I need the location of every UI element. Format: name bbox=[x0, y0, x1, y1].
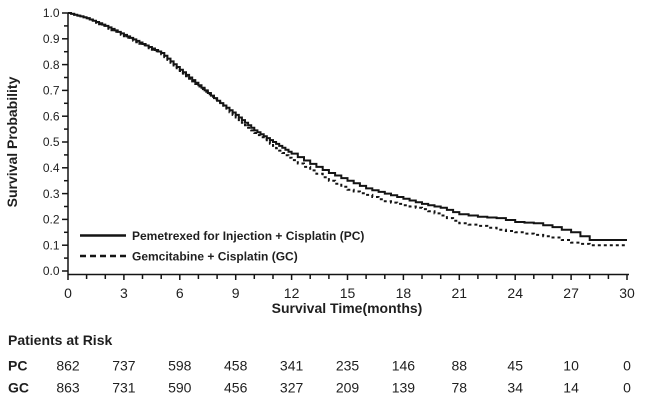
legend: Pemetrexed for Injection + Cisplatin (PC… bbox=[80, 229, 364, 264]
x-tick-label: 21 bbox=[452, 285, 468, 301]
y-axis-title: Survival Probability bbox=[4, 76, 20, 207]
at-risk-count-gc-m3: 731 bbox=[112, 380, 136, 396]
y-tick-label: 0.5 bbox=[43, 135, 60, 149]
x-tick-label: 18 bbox=[396, 285, 412, 301]
at-risk-count-gc-m27: 14 bbox=[563, 380, 579, 396]
y-tick-label: 0.9 bbox=[43, 32, 60, 46]
x-tick-label: 15 bbox=[340, 285, 356, 301]
at-risk-row-label-pc: PC bbox=[8, 358, 27, 374]
at-risk-count-pc-m27: 10 bbox=[563, 358, 579, 374]
at-risk-count-pc-m18: 146 bbox=[392, 358, 416, 374]
pc-curve bbox=[68, 12, 627, 241]
y-tick-label: 0.1 bbox=[43, 238, 60, 252]
axes: 0.0 0.1 0.2 0.3 0.4 0.5 0.6 0.7 0.8 0.9 1.0 0 3 6 9 12 1… bbox=[43, 6, 635, 301]
at-risk-count-gc-m12: 327 bbox=[280, 380, 304, 396]
y-tick-label: 0.8 bbox=[43, 58, 60, 72]
survival-curves bbox=[68, 12, 627, 247]
at-risk-title: Patients at Risk bbox=[8, 332, 112, 348]
at-risk-count-pc-m9: 458 bbox=[224, 358, 248, 374]
y-tick-label: 0.3 bbox=[43, 187, 60, 201]
x-tick-label: 6 bbox=[176, 285, 184, 301]
at-risk-count-gc-m6: 590 bbox=[168, 380, 192, 396]
at-risk-count-pc-m21: 88 bbox=[452, 358, 468, 374]
at-risk-count-pc-m24: 45 bbox=[507, 358, 523, 374]
at-risk-row-label-gc: GC bbox=[8, 380, 29, 396]
y-tick-label: 0.7 bbox=[43, 84, 60, 98]
at-risk-count-gc-m21: 78 bbox=[452, 380, 468, 396]
legend-label-gc: Gemcitabine + Cisplatin (GC) bbox=[132, 250, 298, 264]
gc-curve bbox=[68, 12, 627, 247]
at-risk-count-pc-m12: 341 bbox=[280, 358, 304, 374]
x-axis-title: Survival Time(months) bbox=[272, 300, 423, 316]
at-risk-count-gc-m9: 456 bbox=[224, 380, 248, 396]
at-risk-counts: 862 737 598 458 341 235 146 88 45 10 0 863 731 590 456… bbox=[56, 358, 631, 396]
y-tick-label: 0.6 bbox=[43, 109, 60, 123]
x-tick-label: 27 bbox=[563, 285, 579, 301]
x-tick-label: 0 bbox=[64, 285, 72, 301]
at-risk-count-pc-m3: 737 bbox=[112, 358, 136, 374]
at-risk-count-gc-m15: 209 bbox=[336, 380, 360, 396]
y-tick-label: 0.0 bbox=[43, 264, 60, 278]
at-risk-count-gc-m18: 139 bbox=[392, 380, 416, 396]
at-risk-count-pc-m30: 0 bbox=[623, 358, 631, 374]
at-risk-count-gc-m24: 34 bbox=[507, 380, 523, 396]
x-tick-label: 12 bbox=[284, 285, 300, 301]
at-risk-table: Patients at Risk PC GC 862 737 598 458 341 23… bbox=[8, 332, 631, 396]
x-tick-label: 9 bbox=[232, 285, 240, 301]
at-risk-count-pc-m6: 598 bbox=[168, 358, 192, 374]
at-risk-count-gc-m30: 0 bbox=[623, 380, 631, 396]
x-tick-label: 24 bbox=[507, 285, 523, 301]
legend-label-pc: Pemetrexed for Injection + Cisplatin (PC… bbox=[132, 229, 364, 243]
y-tick-label: 0.2 bbox=[43, 213, 60, 227]
at-risk-count-pc-m15: 235 bbox=[336, 358, 360, 374]
y-tick-label: 0.4 bbox=[43, 161, 60, 175]
x-tick-label: 30 bbox=[619, 285, 635, 301]
at-risk-count-gc-m0: 863 bbox=[56, 380, 80, 396]
at-risk-count-pc-m0: 862 bbox=[56, 358, 80, 374]
x-tick-label: 3 bbox=[120, 285, 128, 301]
y-tick-label: 1.0 bbox=[43, 6, 60, 20]
